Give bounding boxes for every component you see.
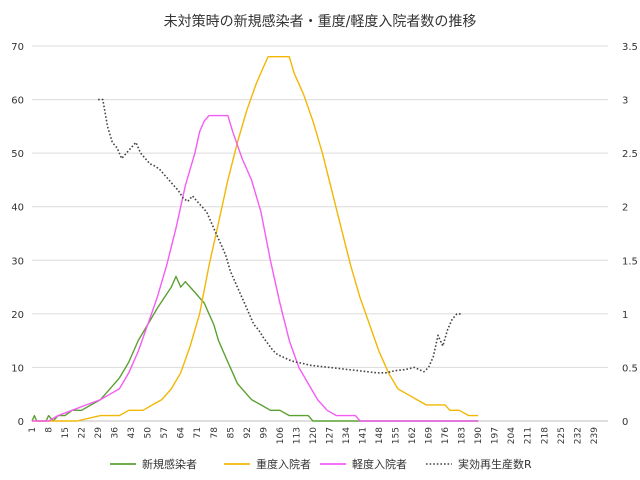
x-tick-label: 113 bbox=[292, 427, 302, 444]
y-left-tick-label: 10 bbox=[11, 363, 24, 374]
legend: 新規感染者 重度入院者 軽度入院者 実効再生産数R bbox=[110, 457, 532, 471]
chart-title: 未対策時の新規感染者・重度/軽度入院者数の推移 bbox=[164, 13, 477, 30]
y-right-tick-label: 1.5 bbox=[622, 256, 638, 267]
x-tick-label: 239 bbox=[590, 427, 600, 444]
y-left-tick-label: 30 bbox=[11, 256, 24, 267]
y-right-tick-label: 3 bbox=[622, 96, 628, 107]
right-axis-ticks: 0 0.5 1 1.5 2 2.5 3 3.5 bbox=[622, 42, 638, 428]
x-tick-label: 176 bbox=[441, 427, 451, 444]
series-line-0 bbox=[31, 275, 479, 422]
x-tick-label: 99 bbox=[259, 427, 269, 439]
x-tick-label: 78 bbox=[210, 427, 220, 439]
y-right-tick-label: 0.5 bbox=[622, 363, 638, 374]
x-tick-label: 64 bbox=[177, 427, 187, 439]
y-left-tick-label: 0 bbox=[18, 417, 24, 428]
x-tick-label: 15 bbox=[61, 427, 71, 438]
y-left-tick-label: 60 bbox=[11, 96, 24, 107]
y-left-tick-label: 40 bbox=[11, 203, 24, 214]
x-tick-label: 141 bbox=[358, 427, 368, 444]
left-axis-ticks: 0 10 20 30 40 50 60 70 bbox=[11, 42, 24, 428]
y-right-tick-label: 2.5 bbox=[622, 149, 638, 160]
legend-label: 実効再生産数R bbox=[458, 457, 532, 471]
y-right-tick-label: 1 bbox=[622, 310, 628, 321]
x-tick-label: 36 bbox=[111, 427, 121, 439]
x-tick-label: 22 bbox=[78, 427, 88, 438]
x-tick-label: 8 bbox=[45, 427, 55, 433]
series-lines bbox=[31, 56, 479, 422]
x-tick-label: 29 bbox=[94, 427, 104, 439]
y-right-tick-label: 0 bbox=[622, 417, 628, 428]
x-tick-label: 120 bbox=[309, 427, 319, 444]
y-left-tick-label: 70 bbox=[11, 42, 24, 53]
x-tick-label: 57 bbox=[160, 427, 170, 438]
series-line-2 bbox=[32, 114, 479, 422]
x-tick-label: 50 bbox=[144, 427, 154, 439]
x-tick-label: 162 bbox=[408, 427, 418, 444]
x-tick-label: 197 bbox=[491, 427, 501, 444]
x-tick-label: 71 bbox=[193, 427, 203, 438]
legend-label: 新規感染者 bbox=[142, 457, 197, 471]
x-tick-label: 134 bbox=[342, 427, 352, 444]
legend-label: 軽度入院者 bbox=[352, 457, 407, 471]
y-left-tick-label: 20 bbox=[11, 310, 24, 321]
series-line-1 bbox=[32, 56, 479, 422]
x-tick-label: 106 bbox=[276, 427, 286, 444]
x-tick-label: 225 bbox=[557, 427, 567, 444]
y-right-tick-label: 2 bbox=[622, 203, 628, 214]
x-tick-label: 155 bbox=[392, 427, 402, 444]
x-tick-label: 43 bbox=[127, 427, 137, 438]
x-tick-label: 211 bbox=[524, 427, 534, 444]
x-tick-label: 232 bbox=[573, 427, 583, 444]
x-tick-label: 1 bbox=[28, 427, 38, 433]
y-right-tick-label: 3.5 bbox=[622, 42, 638, 53]
y-left-tick-label: 50 bbox=[11, 149, 24, 160]
x-tick-label: 218 bbox=[540, 427, 550, 444]
x-tick-label: 148 bbox=[375, 427, 385, 444]
x-tick-label: 85 bbox=[226, 427, 236, 438]
x-tick-label: 169 bbox=[425, 427, 435, 444]
x-tick-label: 92 bbox=[243, 427, 253, 438]
x-tick-label: 190 bbox=[474, 427, 484, 444]
series-line-3 bbox=[98, 98, 462, 374]
grid bbox=[32, 45, 608, 422]
x-tick-label: 204 bbox=[507, 427, 517, 444]
x-axis-ticks: 1 8 15 22 29 36 43 50 57 64 71 78 85 92 99 106 113 120 127… bbox=[28, 427, 600, 444]
legend-label: 重度入院者 bbox=[256, 457, 311, 471]
x-tick-label: 127 bbox=[325, 427, 335, 444]
x-tick-label: 183 bbox=[458, 427, 468, 444]
